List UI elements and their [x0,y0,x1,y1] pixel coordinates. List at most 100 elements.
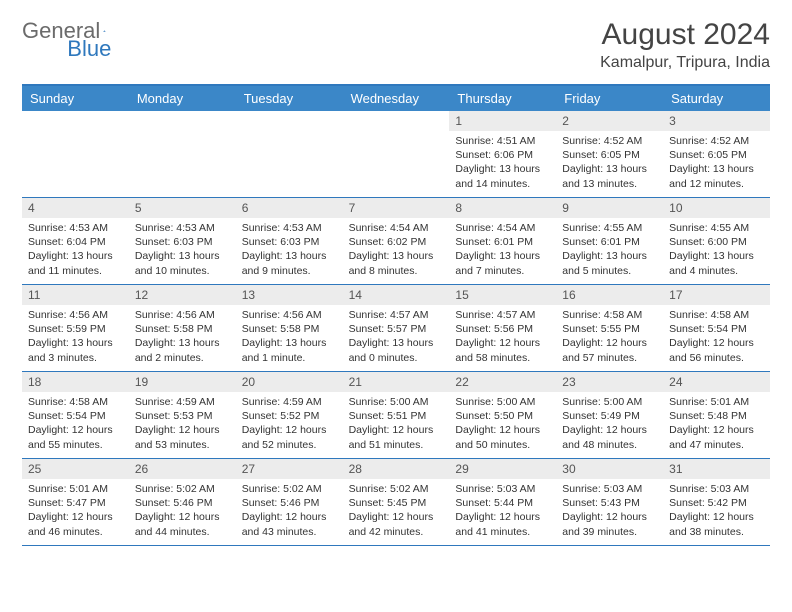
day-cell: 26Sunrise: 5:02 AMSunset: 5:46 PMDayligh… [129,459,236,545]
day-number: 14 [343,285,450,305]
daylight-text: Daylight: 13 hours and 11 minutes. [28,249,123,277]
day-header-row: Sunday Monday Tuesday Wednesday Thursday… [22,86,770,111]
day-details: Sunrise: 4:52 AMSunset: 6:05 PMDaylight:… [556,131,663,197]
day-cell: 23Sunrise: 5:00 AMSunset: 5:49 PMDayligh… [556,372,663,458]
header: General Blue August 2024 Kamalpur, Tripu… [22,18,770,72]
day-cell: 12Sunrise: 4:56 AMSunset: 5:58 PMDayligh… [129,285,236,371]
day-number: 17 [663,285,770,305]
sunset-text: Sunset: 6:01 PM [455,235,550,249]
day-details: Sunrise: 4:55 AMSunset: 6:01 PMDaylight:… [556,218,663,284]
day-details: Sunrise: 5:02 AMSunset: 5:45 PMDaylight:… [343,479,450,545]
sunset-text: Sunset: 5:54 PM [28,409,123,423]
week-row: 25Sunrise: 5:01 AMSunset: 5:47 PMDayligh… [22,459,770,546]
day-details: Sunrise: 4:56 AMSunset: 5:58 PMDaylight:… [236,305,343,371]
sunrise-text: Sunrise: 4:54 AM [349,221,444,235]
day-number [129,111,236,117]
daylight-text: Daylight: 12 hours and 50 minutes. [455,423,550,451]
day-details: Sunrise: 5:00 AMSunset: 5:50 PMDaylight:… [449,392,556,458]
sunset-text: Sunset: 5:59 PM [28,322,123,336]
daylight-text: Daylight: 13 hours and 13 minutes. [562,162,657,190]
day-number: 24 [663,372,770,392]
day-details: Sunrise: 4:58 AMSunset: 5:54 PMDaylight:… [663,305,770,371]
day-details: Sunrise: 5:01 AMSunset: 5:47 PMDaylight:… [22,479,129,545]
sunrise-text: Sunrise: 4:52 AM [669,134,764,148]
day-cell: 20Sunrise: 4:59 AMSunset: 5:52 PMDayligh… [236,372,343,458]
month-title: August 2024 [600,18,770,52]
day-number: 5 [129,198,236,218]
day-number: 18 [22,372,129,392]
sunset-text: Sunset: 6:00 PM [669,235,764,249]
day-number: 22 [449,372,556,392]
daylight-text: Daylight: 12 hours and 57 minutes. [562,336,657,364]
day-header: Thursday [449,86,556,111]
day-details: Sunrise: 4:57 AMSunset: 5:56 PMDaylight:… [449,305,556,371]
sunset-text: Sunset: 5:45 PM [349,496,444,510]
sunrise-text: Sunrise: 4:53 AM [242,221,337,235]
day-cell: 14Sunrise: 4:57 AMSunset: 5:57 PMDayligh… [343,285,450,371]
day-details: Sunrise: 5:00 AMSunset: 5:49 PMDaylight:… [556,392,663,458]
day-cell: 21Sunrise: 5:00 AMSunset: 5:51 PMDayligh… [343,372,450,458]
day-details: Sunrise: 5:02 AMSunset: 5:46 PMDaylight:… [236,479,343,545]
day-details: Sunrise: 4:53 AMSunset: 6:04 PMDaylight:… [22,218,129,284]
day-header: Monday [129,86,236,111]
sunrise-text: Sunrise: 4:54 AM [455,221,550,235]
day-details: Sunrise: 4:53 AMSunset: 6:03 PMDaylight:… [236,218,343,284]
sunrise-text: Sunrise: 4:57 AM [349,308,444,322]
day-cell: 3Sunrise: 4:52 AMSunset: 6:05 PMDaylight… [663,111,770,197]
daylight-text: Daylight: 12 hours and 46 minutes. [28,510,123,538]
sunrise-text: Sunrise: 5:01 AM [28,482,123,496]
week-row: 11Sunrise: 4:56 AMSunset: 5:59 PMDayligh… [22,285,770,372]
sunset-text: Sunset: 5:46 PM [135,496,230,510]
sunset-text: Sunset: 5:47 PM [28,496,123,510]
sunset-text: Sunset: 6:03 PM [135,235,230,249]
sunrise-text: Sunrise: 5:02 AM [242,482,337,496]
day-cell: 5Sunrise: 4:53 AMSunset: 6:03 PMDaylight… [129,198,236,284]
sunrise-text: Sunrise: 4:55 AM [562,221,657,235]
day-cell: 17Sunrise: 4:58 AMSunset: 5:54 PMDayligh… [663,285,770,371]
sunrise-text: Sunrise: 4:51 AM [455,134,550,148]
day-cell: 16Sunrise: 4:58 AMSunset: 5:55 PMDayligh… [556,285,663,371]
daylight-text: Daylight: 13 hours and 1 minute. [242,336,337,364]
sunrise-text: Sunrise: 4:56 AM [28,308,123,322]
sunset-text: Sunset: 5:50 PM [455,409,550,423]
day-details: Sunrise: 4:58 AMSunset: 5:55 PMDaylight:… [556,305,663,371]
day-cell [129,111,236,197]
day-number: 16 [556,285,663,305]
sunrise-text: Sunrise: 4:57 AM [455,308,550,322]
day-details: Sunrise: 4:51 AMSunset: 6:06 PMDaylight:… [449,131,556,197]
week-row: 1Sunrise: 4:51 AMSunset: 6:06 PMDaylight… [22,111,770,198]
daylight-text: Daylight: 13 hours and 9 minutes. [242,249,337,277]
calendar: Sunday Monday Tuesday Wednesday Thursday… [22,84,770,546]
sunrise-text: Sunrise: 4:56 AM [135,308,230,322]
sunrise-text: Sunrise: 4:58 AM [562,308,657,322]
logo-text-2: Blue [67,36,111,62]
sunset-text: Sunset: 6:03 PM [242,235,337,249]
day-number: 19 [129,372,236,392]
day-number: 26 [129,459,236,479]
day-details: Sunrise: 4:54 AMSunset: 6:01 PMDaylight:… [449,218,556,284]
daylight-text: Daylight: 12 hours and 47 minutes. [669,423,764,451]
day-number: 20 [236,372,343,392]
sunset-text: Sunset: 6:04 PM [28,235,123,249]
daylight-text: Daylight: 12 hours and 48 minutes. [562,423,657,451]
sunset-text: Sunset: 5:53 PM [135,409,230,423]
location: Kamalpur, Tripura, India [600,54,770,72]
sunrise-text: Sunrise: 5:01 AM [669,395,764,409]
day-cell: 22Sunrise: 5:00 AMSunset: 5:50 PMDayligh… [449,372,556,458]
sunset-text: Sunset: 5:48 PM [669,409,764,423]
day-number: 1 [449,111,556,131]
sunset-text: Sunset: 5:58 PM [135,322,230,336]
day-details: Sunrise: 5:01 AMSunset: 5:48 PMDaylight:… [663,392,770,458]
day-cell: 9Sunrise: 4:55 AMSunset: 6:01 PMDaylight… [556,198,663,284]
daylight-text: Daylight: 12 hours and 42 minutes. [349,510,444,538]
day-number: 10 [663,198,770,218]
sunrise-text: Sunrise: 4:52 AM [562,134,657,148]
day-header: Wednesday [343,86,450,111]
sunrise-text: Sunrise: 5:02 AM [349,482,444,496]
sunset-text: Sunset: 5:42 PM [669,496,764,510]
day-cell [343,111,450,197]
logo: General Blue [22,18,173,44]
day-cell: 10Sunrise: 4:55 AMSunset: 6:00 PMDayligh… [663,198,770,284]
day-cell: 28Sunrise: 5:02 AMSunset: 5:45 PMDayligh… [343,459,450,545]
sunrise-text: Sunrise: 5:02 AM [135,482,230,496]
